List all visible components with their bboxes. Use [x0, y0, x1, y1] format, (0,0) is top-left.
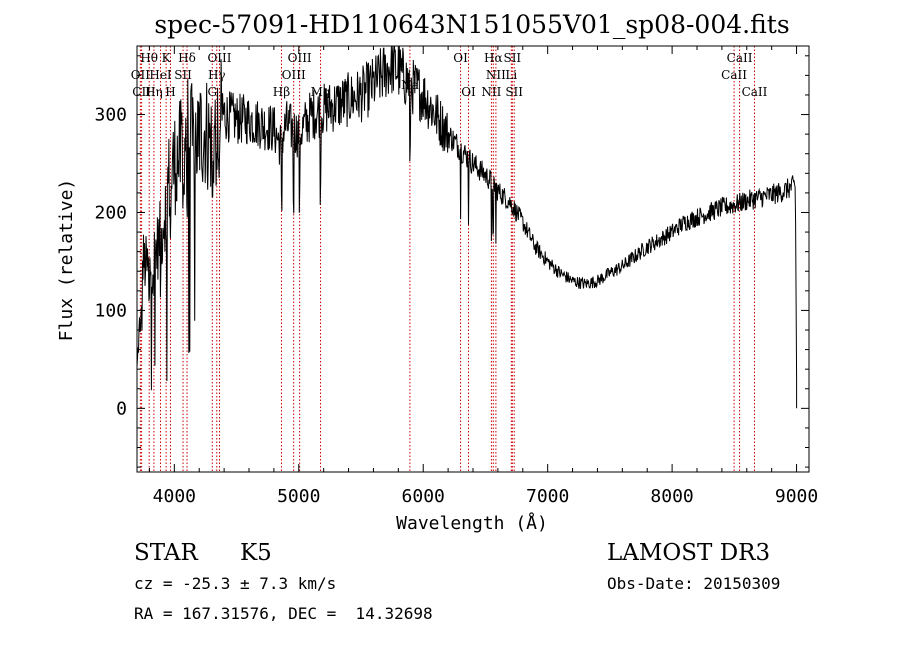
x-tick-label: 4000: [153, 486, 196, 507]
line-label: Hγ: [208, 68, 226, 82]
line-label: Hδ: [178, 51, 196, 65]
line-label: NII: [486, 68, 506, 82]
line-label: SII: [174, 68, 192, 82]
line-label: H: [165, 85, 175, 99]
line-label: OI: [461, 85, 476, 99]
y-tick-label: 200: [94, 202, 127, 223]
y-tick-label: 300: [94, 105, 127, 126]
x-axis-label: Wavelength (Å): [396, 512, 548, 534]
line-label: OIII: [207, 51, 231, 65]
line-markers: [139, 46, 755, 472]
line-label: CaII: [742, 85, 768, 99]
x-tick-label: 8000: [650, 486, 693, 507]
obs-date-text: Obs-Date: 20150309: [607, 574, 781, 593]
line-label: OI: [453, 51, 468, 65]
line-label: Li: [505, 68, 517, 82]
y-axis-label: Flux (relative): [56, 179, 77, 342]
x-tick-label: 9000: [775, 486, 818, 507]
survey-name: LAMOST DR3: [607, 540, 771, 566]
line-label: OIII: [282, 68, 306, 82]
line-label: SII: [505, 85, 523, 99]
line-label: SII: [503, 51, 521, 65]
line-label: K: [162, 51, 172, 65]
spectrum-line: [136, 45, 798, 409]
coords-text: RA = 167.31576, DEC = 14.32698: [134, 604, 433, 623]
y-axis: 0 100 200 300: [94, 55, 809, 468]
y-tick-label: 100: [94, 300, 127, 321]
redshift-text: cz = -25.3 ± 7.3 km/s: [134, 574, 337, 593]
x-tick-label: 5000: [277, 486, 320, 507]
x-tick-label: 6000: [402, 486, 445, 507]
line-label: Hη: [145, 85, 163, 99]
line-label: Hθ: [140, 51, 158, 65]
chart-title: spec-57091-HD110643N151055V01_sp08-004.f…: [154, 10, 789, 39]
object-subclass: K5: [240, 540, 272, 566]
x-tick-label: 7000: [526, 486, 569, 507]
x-axis: 4000 5000 6000 7000 8000 9000: [148, 46, 818, 507]
object-class: STAR: [134, 540, 198, 566]
line-label: HeI: [149, 68, 172, 82]
line-label: NII: [481, 85, 501, 99]
line-label: CaII: [721, 68, 747, 82]
y-tick-label: 0: [116, 398, 127, 419]
line-label: OIII: [288, 51, 312, 65]
line-label: G: [207, 85, 217, 99]
line-label: Hα: [484, 51, 503, 65]
line-label: Hβ: [273, 85, 290, 99]
line-label: CaII: [727, 51, 753, 65]
